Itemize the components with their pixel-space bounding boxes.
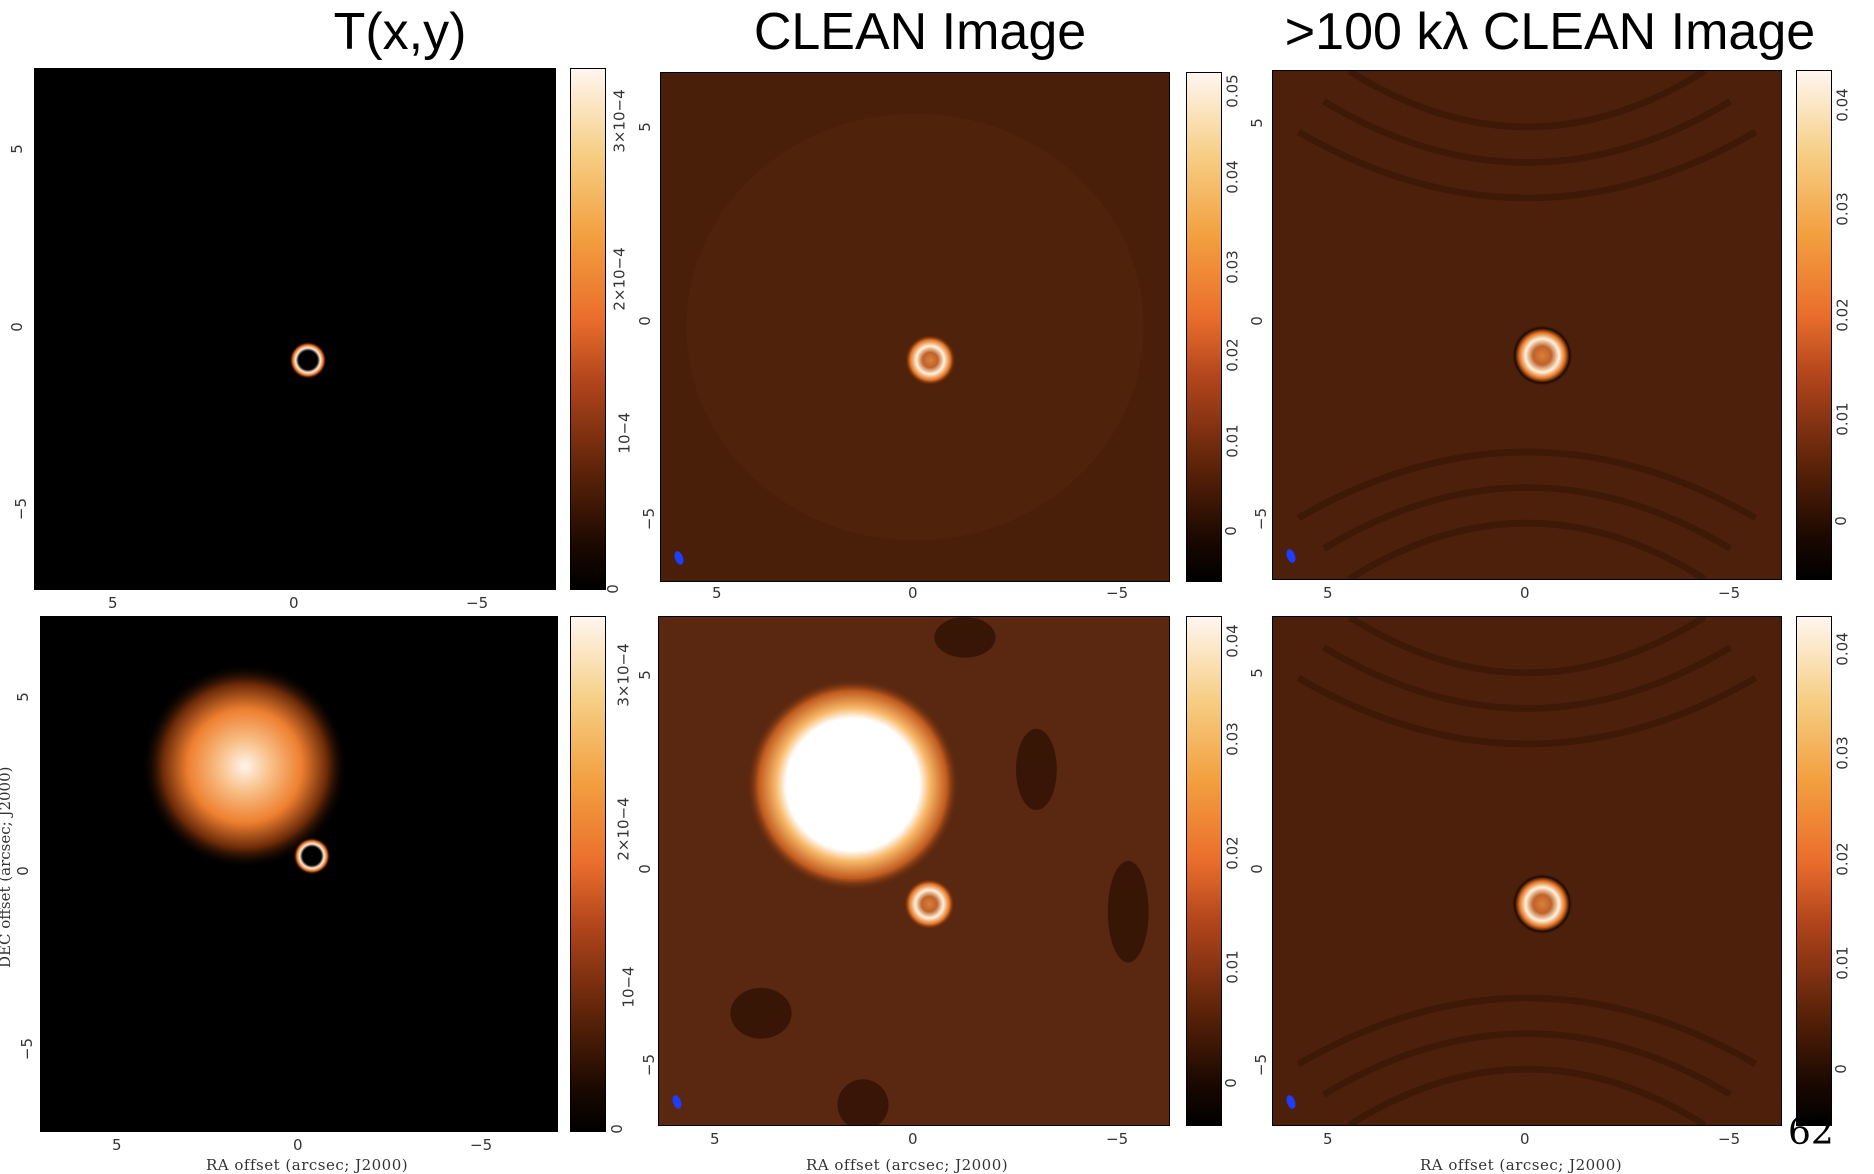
y-tick: −5 [1252,1053,1271,1077]
y-tick: 0 [1247,864,1266,874]
x-tick: 5 [712,584,722,602]
cbar-tick: 0.02 [1833,298,1852,332]
y-tick: 5 [1247,118,1266,128]
cbar-tick: 0.01 [1833,402,1852,436]
cbar-tick: 0.05 [1223,74,1242,108]
cbar-tick: 0 [607,1124,626,1134]
x-tick: −5 [470,1136,493,1154]
x-axis-label: RA offset (arcsec; J2000) [206,1156,409,1174]
cbar-tick: 2×10−4 [614,797,633,861]
x-tick: 5 [1323,584,1333,602]
cbar-tick: 0.01 [1223,424,1242,458]
x-tick: 0 [1520,1130,1530,1148]
ring-source [1511,325,1573,386]
y-tick: 0 [635,316,654,326]
y-tick: −5 [18,1037,37,1061]
colorbar-bottom-middle [1186,616,1222,1126]
cbar-tick: 3×10−4 [610,89,629,153]
cbar-tick: 0.03 [1223,250,1242,284]
y-axis-label: DEC offset (arcsec; J2000) [0,766,14,968]
x-tick: 5 [112,1136,122,1154]
cbar-tick: 3×10−4 [614,643,633,707]
y-tick: 5 [635,670,654,680]
cbar-tick: 10−4 [615,412,634,454]
x-tick: 5 [1323,1130,1333,1148]
cbar-tick: 0.04 [1223,160,1242,194]
ring-source [904,334,956,386]
cbar-tick: 0.04 [1833,632,1852,666]
x-tick: −5 [1718,584,1741,602]
x-tick: −5 [1106,1130,1129,1148]
y-tick: 5 [1247,668,1266,678]
cbar-tick: 0.02 [1833,842,1852,876]
image-model-top [34,68,556,590]
cbar-tick: 0 [603,584,622,594]
cbar-tick: 0 [1221,1078,1240,1088]
cbar-tick: 0 [1831,516,1850,526]
cbar-tick: 0.01 [1833,946,1852,980]
y-tick: 5 [635,122,654,132]
cbar-tick: 0.03 [1223,722,1242,756]
colorbar-top-middle [1186,72,1222,582]
x-tick: 0 [908,1130,918,1148]
cbar-tick: 10−4 [619,966,638,1008]
colorbar-bottom-right [1796,616,1832,1126]
cbar-tick: 0.03 [1833,736,1852,770]
y-tick: 0 [1247,316,1266,326]
image-clean-bottom [658,616,1170,1126]
y-tick: −5 [640,1053,659,1077]
cbar-tick: 0 [1831,1064,1850,1074]
ring-source [1511,873,1573,935]
image-model-bottom [40,616,558,1132]
x-tick: 0 [289,594,299,612]
y-tick: −5 [1252,507,1271,531]
cbar-tick: 0 [1221,526,1240,536]
page-number: 62 [1788,1112,1834,1153]
title-model: T(x,y) [333,3,467,61]
cbar-tick: 0.02 [1223,338,1242,372]
extended-source [141,663,349,869]
x-tick: −5 [466,594,489,612]
x-tick: −5 [1718,1130,1741,1148]
y-tick: −5 [640,507,659,531]
cbar-tick: 0.04 [1223,624,1242,658]
y-tick: 5 [13,692,32,702]
cbar-tick: 0.02 [1223,836,1242,870]
x-axis-label: RA offset (arcsec; J2000) [806,1156,1009,1174]
x-tick: 0 [908,584,918,602]
ring-source [289,341,327,379]
ring-source [903,878,955,930]
y-tick: 0 [13,866,32,876]
colorbar-top-left [570,68,606,590]
y-tick: 5 [7,144,26,154]
image-clean100-top [1272,70,1782,580]
x-tick: −5 [1106,584,1129,602]
title-clean: CLEAN Image [753,3,1087,61]
y-tick: 0 [635,864,654,874]
y-tick: −5 [12,497,31,521]
cbar-tick: 0.03 [1833,192,1852,226]
x-axis-label: RA offset (arcsec; J2000) [1420,1156,1623,1174]
image-clean100-bottom [1272,616,1782,1126]
x-tick: 5 [710,1130,720,1148]
image-clean-top [660,72,1170,582]
x-tick: 5 [108,594,118,612]
x-tick: 0 [293,1136,303,1154]
colorbar-top-right [1796,70,1832,580]
cbar-tick: 0.01 [1223,950,1242,984]
title-clean-100kl: >100 kλ CLEAN Image [1284,3,1816,61]
y-tick: 0 [7,322,26,332]
extended-source [745,677,960,892]
ring-source [293,837,331,875]
colorbar-bottom-left [570,616,606,1132]
cbar-tick: 2×10−4 [610,247,629,311]
x-tick: 0 [1520,584,1530,602]
cbar-tick: 0.04 [1833,88,1852,122]
